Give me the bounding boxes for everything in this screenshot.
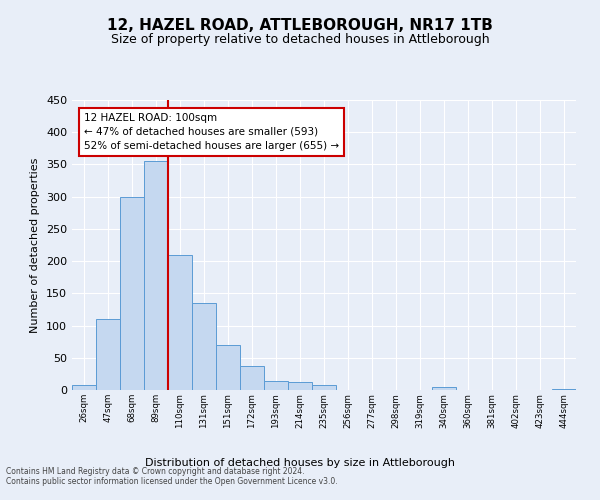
Text: Distribution of detached houses by size in Attleborough: Distribution of detached houses by size …	[145, 458, 455, 468]
Bar	[96, 319, 120, 390]
Text: Size of property relative to detached houses in Attleborough: Size of property relative to detached ho…	[110, 32, 490, 46]
Y-axis label: Number of detached properties: Number of detached properties	[31, 158, 40, 332]
Text: 12 HAZEL ROAD: 100sqm
← 47% of detached houses are smaller (593)
52% of semi-det: 12 HAZEL ROAD: 100sqm ← 47% of detached …	[84, 113, 339, 151]
Bar	[216, 345, 240, 390]
Bar	[144, 161, 168, 390]
Bar	[120, 196, 144, 390]
Text: Contains public sector information licensed under the Open Government Licence v3: Contains public sector information licen…	[6, 477, 338, 486]
Bar	[312, 385, 336, 390]
Bar	[552, 388, 576, 390]
Text: Contains HM Land Registry data © Crown copyright and database right 2024.: Contains HM Land Registry data © Crown c…	[6, 467, 305, 476]
Bar	[240, 366, 264, 390]
Bar	[264, 381, 288, 390]
Bar	[432, 387, 456, 390]
Bar	[72, 385, 96, 390]
Bar	[288, 382, 312, 390]
Bar	[168, 254, 192, 390]
Bar	[192, 303, 216, 390]
Text: 12, HAZEL ROAD, ATTLEBOROUGH, NR17 1TB: 12, HAZEL ROAD, ATTLEBOROUGH, NR17 1TB	[107, 18, 493, 32]
